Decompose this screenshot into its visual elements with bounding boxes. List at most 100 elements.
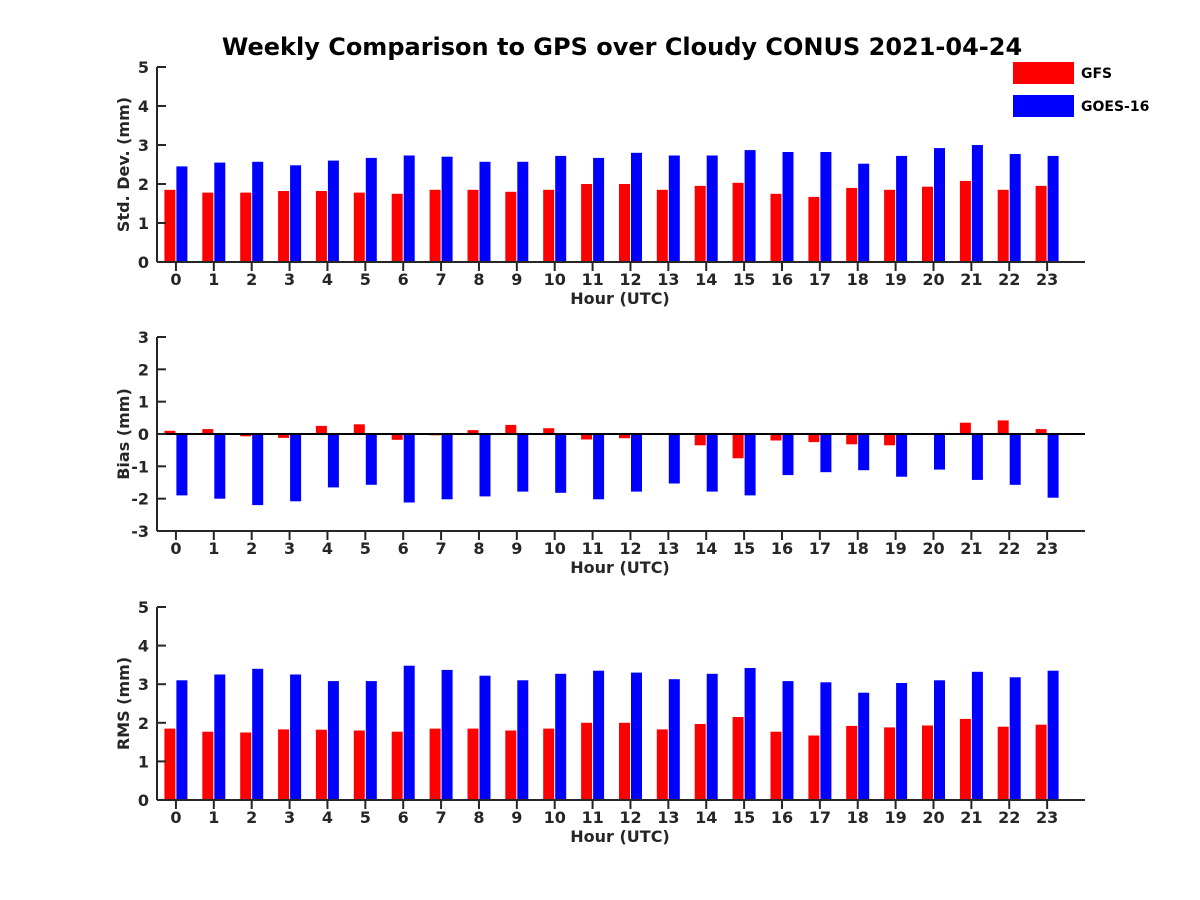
bar-gfs-h20 [922,186,933,262]
bar-goes-16-h4 [327,160,339,262]
x-axis-label: Hour (UTC) [570,289,670,308]
bar-goes-16-h14 [706,673,718,800]
bar-gfs-h5 [353,192,365,262]
y-tick-label: 4 [138,97,149,116]
bar-gfs-h9 [505,424,517,434]
bar-goes-16-h0 [176,166,188,262]
bar-goes-16-h6 [403,155,415,262]
legend-swatch-goes-16 [1013,95,1074,117]
bar-goes-16-h3 [290,165,302,262]
bar-gfs-h10 [543,189,555,262]
bar-goes-16-h5 [365,681,377,800]
bar-gfs-h14 [694,185,706,262]
bar-goes-16-h12 [631,152,642,262]
x-tick-label: 3 [284,808,295,827]
bar-goes-16-h10 [555,434,567,493]
x-tick-label: 10 [544,808,566,827]
y-tick-label: 5 [138,598,149,617]
bar-gfs-h8 [467,430,479,434]
bar-goes-16-h18 [858,163,870,262]
y-tick-label: 3 [138,675,149,694]
bar-gfs-h18 [846,434,858,445]
bar-goes-16-h7 [441,434,453,500]
x-tick-label: 13 [657,808,679,827]
bar-goes-16-h18 [858,434,870,471]
x-tick-label: 7 [436,808,447,827]
bar-gfs-h3 [278,729,290,800]
x-tick-label: 12 [619,270,641,289]
x-tick-label: 16 [771,270,793,289]
x-tick-label: 11 [581,539,603,558]
x-tick-label: 20 [922,270,944,289]
x-tick-label: 5 [360,539,371,558]
bar-goes-16-h13 [668,434,680,484]
bar-gfs-h18 [846,187,858,262]
y-tick-label: 0 [138,791,149,810]
x-tick-label: 6 [398,539,409,558]
x-tick-label: 20 [922,539,944,558]
bar-gfs-h9 [505,730,517,800]
bar-gfs-h15 [732,182,744,262]
x-tick-label: 22 [998,270,1020,289]
bar-gfs-h6 [391,434,403,440]
x-tick-label: 19 [884,808,906,827]
bar-goes-16-h6 [403,665,415,800]
x-tick-label: 3 [284,270,295,289]
bar-goes-16-h1 [214,434,226,499]
x-tick-label: 23 [1036,539,1058,558]
x-tick-label: 22 [998,539,1020,558]
bar-goes-16-h5 [365,157,377,262]
bar-goes-16-h8 [479,161,491,262]
bar-gfs-h21 [959,718,971,800]
bar-gfs-h0 [164,430,176,434]
x-tick-label: 14 [695,539,717,558]
x-tick-label: 6 [398,808,409,827]
x-tick-label: 21 [960,270,982,289]
x-tick-label: 10 [544,539,566,558]
bar-gfs-h10 [543,428,555,434]
x-tick-label: 12 [619,539,641,558]
bar-goes-16-h20 [934,148,945,262]
bar-goes-16-h10 [555,155,567,262]
x-tick-label: 11 [581,808,603,827]
x-tick-label: 15 [733,808,755,827]
bar-goes-16-h15 [744,668,756,800]
x-tick-label: 18 [847,270,869,289]
x-tick-label: 4 [322,270,333,289]
x-tick-label: 6 [398,270,409,289]
y-axis-label: Std. Dev. (mm) [114,97,133,232]
bar-gfs-h1 [202,731,214,800]
x-tick-label: 5 [360,270,371,289]
x-tick-label: 9 [511,539,522,558]
x-tick-label: 21 [960,808,982,827]
bar-gfs-h16 [770,731,782,800]
x-tick-label: 16 [771,808,793,827]
x-tick-label: 16 [771,539,793,558]
bar-gfs-h18 [846,725,858,800]
bar-gfs-h19 [884,727,896,800]
bar-goes-16-h8 [479,434,491,497]
bar-gfs-h1 [202,192,214,262]
legend: GFS GOES-16 [1013,62,1149,117]
x-tick-label: 8 [473,270,484,289]
y-tick-label: 2 [138,714,149,733]
bar-goes-16-h20 [934,680,945,800]
bar-goes-16-h7 [441,156,453,262]
y-tick-label: 0 [138,425,149,444]
bar-gfs-h3 [278,434,290,438]
bar-gfs-h3 [278,191,290,262]
bar-gfs-h8 [467,728,479,800]
x-tick-label: 8 [473,539,484,558]
legend-swatch-gfs [1013,62,1074,84]
x-tick-label: 15 [733,539,755,558]
bar-goes-16-h23 [1047,434,1059,498]
bar-gfs-h17 [808,196,820,262]
x-tick-label: 3 [284,539,295,558]
bar-goes-16-h1 [214,162,226,262]
bar-gfs-h11 [581,184,593,262]
bar-gfs-h14 [694,434,706,446]
x-tick-label: 4 [322,808,333,827]
